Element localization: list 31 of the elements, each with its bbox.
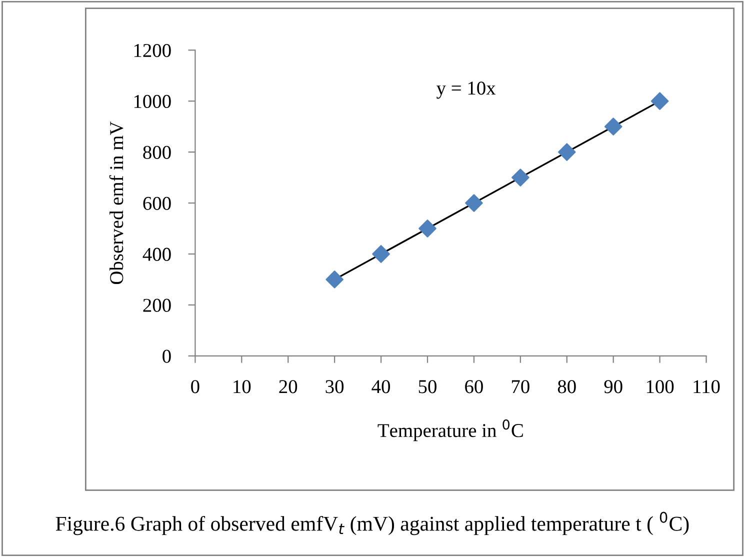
y-tick-label: 200 — [143, 298, 171, 312]
y-tick-label: 1200 — [134, 44, 171, 58]
x-tick-label: 90 — [604, 380, 622, 394]
point — [372, 245, 390, 263]
point — [465, 194, 483, 212]
point — [650, 92, 669, 110]
text: Figure.6 Graph of observed emfV$_{t}$ (mV) against applied temperature t ( $^{0}$C) — [56, 512, 689, 536]
x-tick-label: 70 — [512, 380, 530, 394]
annotation: y = 10x — [436, 82, 496, 99]
x-tick-label: 0 — [191, 380, 200, 394]
x-tick-label: 80 — [558, 380, 576, 394]
y-axis-title: Observed emf in mV — [109, 121, 124, 284]
point — [418, 220, 436, 238]
x-tick-label: 40 — [372, 380, 390, 394]
y-tick-label: 400 — [142, 248, 171, 261]
y-tick-label: 600 — [143, 196, 171, 210]
y-tick-label: 1000 — [134, 94, 171, 108]
point — [326, 270, 344, 288]
x-tick-label: 10 — [234, 380, 251, 394]
y-tick-label: 0 — [162, 350, 171, 363]
x-tick-label: 100 — [646, 380, 674, 394]
x-tick-label: 30 — [326, 380, 344, 394]
y-tick-label: 800 — [143, 146, 171, 159]
x-tick-label: 20 — [279, 380, 298, 394]
x-tick-label: 50 — [418, 380, 436, 394]
point — [558, 143, 576, 161]
x-tick-label: 110 — [694, 380, 720, 394]
x-axis-title: Temperature in $^{0}$C — [378, 419, 523, 442]
x-tick-label: 60 — [465, 380, 483, 394]
point — [604, 118, 622, 136]
point — [512, 168, 530, 186]
